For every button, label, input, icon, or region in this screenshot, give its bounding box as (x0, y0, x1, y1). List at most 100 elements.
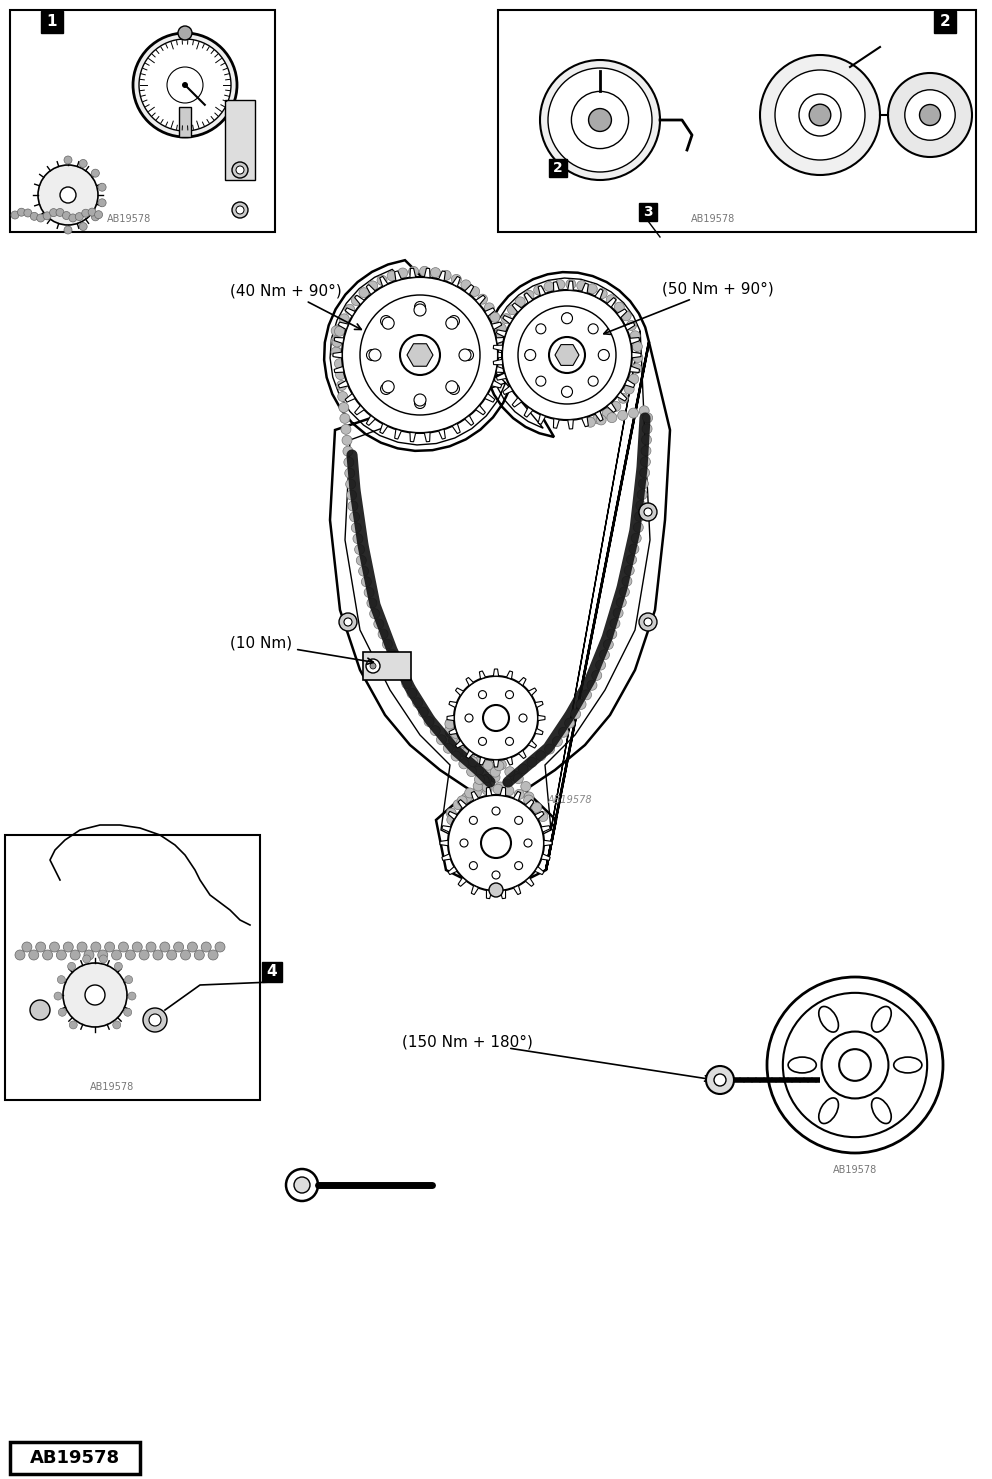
Circle shape (775, 70, 865, 160)
Circle shape (639, 405, 649, 416)
Circle shape (465, 753, 475, 763)
Circle shape (454, 676, 538, 760)
Circle shape (77, 942, 87, 952)
Text: 2: 2 (939, 15, 950, 30)
Polygon shape (607, 297, 616, 308)
Circle shape (478, 691, 486, 698)
Circle shape (482, 785, 492, 794)
Circle shape (527, 757, 537, 768)
Circle shape (558, 728, 568, 738)
Circle shape (519, 813, 529, 824)
Circle shape (181, 950, 190, 960)
Circle shape (431, 268, 440, 278)
Circle shape (377, 275, 387, 285)
Polygon shape (440, 840, 448, 846)
Circle shape (339, 314, 349, 324)
Circle shape (490, 312, 500, 322)
Circle shape (441, 271, 451, 281)
Circle shape (515, 297, 525, 306)
Circle shape (493, 334, 503, 345)
Polygon shape (425, 268, 431, 278)
Polygon shape (529, 741, 537, 748)
Polygon shape (625, 380, 635, 387)
Polygon shape (554, 419, 559, 429)
Circle shape (607, 629, 617, 639)
Circle shape (15, 950, 25, 960)
Circle shape (633, 352, 643, 362)
Polygon shape (493, 359, 503, 365)
Polygon shape (581, 284, 588, 293)
Circle shape (471, 818, 481, 828)
Bar (41, 10, 63, 33)
Circle shape (576, 281, 586, 290)
Circle shape (457, 796, 467, 806)
Circle shape (397, 669, 407, 679)
Circle shape (643, 413, 653, 423)
Circle shape (335, 324, 345, 334)
Circle shape (139, 950, 149, 960)
Circle shape (481, 828, 511, 858)
Circle shape (413, 698, 423, 708)
Polygon shape (438, 429, 445, 439)
Circle shape (471, 788, 481, 797)
Circle shape (43, 950, 53, 960)
Circle shape (477, 294, 487, 305)
Circle shape (359, 288, 369, 297)
Circle shape (58, 976, 65, 984)
Circle shape (462, 732, 472, 742)
Circle shape (642, 424, 652, 433)
Polygon shape (475, 405, 485, 414)
Circle shape (494, 322, 504, 333)
Polygon shape (496, 373, 506, 380)
Circle shape (67, 963, 75, 970)
Circle shape (344, 305, 355, 315)
Circle shape (540, 61, 660, 180)
Polygon shape (498, 352, 507, 358)
Text: (40 Nm + 90°): (40 Nm + 90°) (230, 282, 361, 330)
Circle shape (60, 186, 76, 203)
Circle shape (70, 950, 80, 960)
Circle shape (492, 808, 500, 815)
Circle shape (98, 950, 108, 960)
Circle shape (436, 735, 446, 745)
Circle shape (104, 942, 115, 952)
Circle shape (492, 871, 500, 879)
Circle shape (599, 351, 609, 359)
Bar (5, 836, 260, 1100)
Circle shape (474, 813, 484, 824)
Circle shape (451, 275, 461, 284)
Polygon shape (380, 423, 388, 433)
Circle shape (466, 815, 476, 825)
Circle shape (521, 781, 531, 791)
Circle shape (628, 408, 639, 419)
Circle shape (160, 942, 170, 952)
Polygon shape (395, 271, 402, 281)
Circle shape (82, 955, 90, 963)
Circle shape (506, 738, 514, 745)
Circle shape (504, 785, 514, 796)
Polygon shape (471, 791, 478, 800)
Text: (150 Nm + 180°): (150 Nm + 180°) (402, 1034, 533, 1050)
Circle shape (482, 821, 492, 831)
Circle shape (342, 277, 498, 433)
Circle shape (462, 747, 472, 757)
Circle shape (596, 416, 606, 424)
Circle shape (524, 791, 534, 802)
Circle shape (374, 618, 384, 629)
Circle shape (599, 649, 609, 660)
Polygon shape (452, 277, 460, 287)
Circle shape (340, 414, 350, 423)
Circle shape (469, 862, 477, 870)
Circle shape (22, 942, 32, 952)
Circle shape (381, 315, 392, 327)
Circle shape (111, 950, 122, 960)
Circle shape (641, 445, 651, 456)
Circle shape (128, 992, 136, 1000)
Circle shape (760, 55, 880, 175)
Polygon shape (514, 791, 521, 800)
Polygon shape (535, 867, 544, 874)
Circle shape (448, 735, 458, 745)
Circle shape (503, 824, 513, 834)
Circle shape (341, 424, 351, 435)
Circle shape (335, 370, 345, 380)
